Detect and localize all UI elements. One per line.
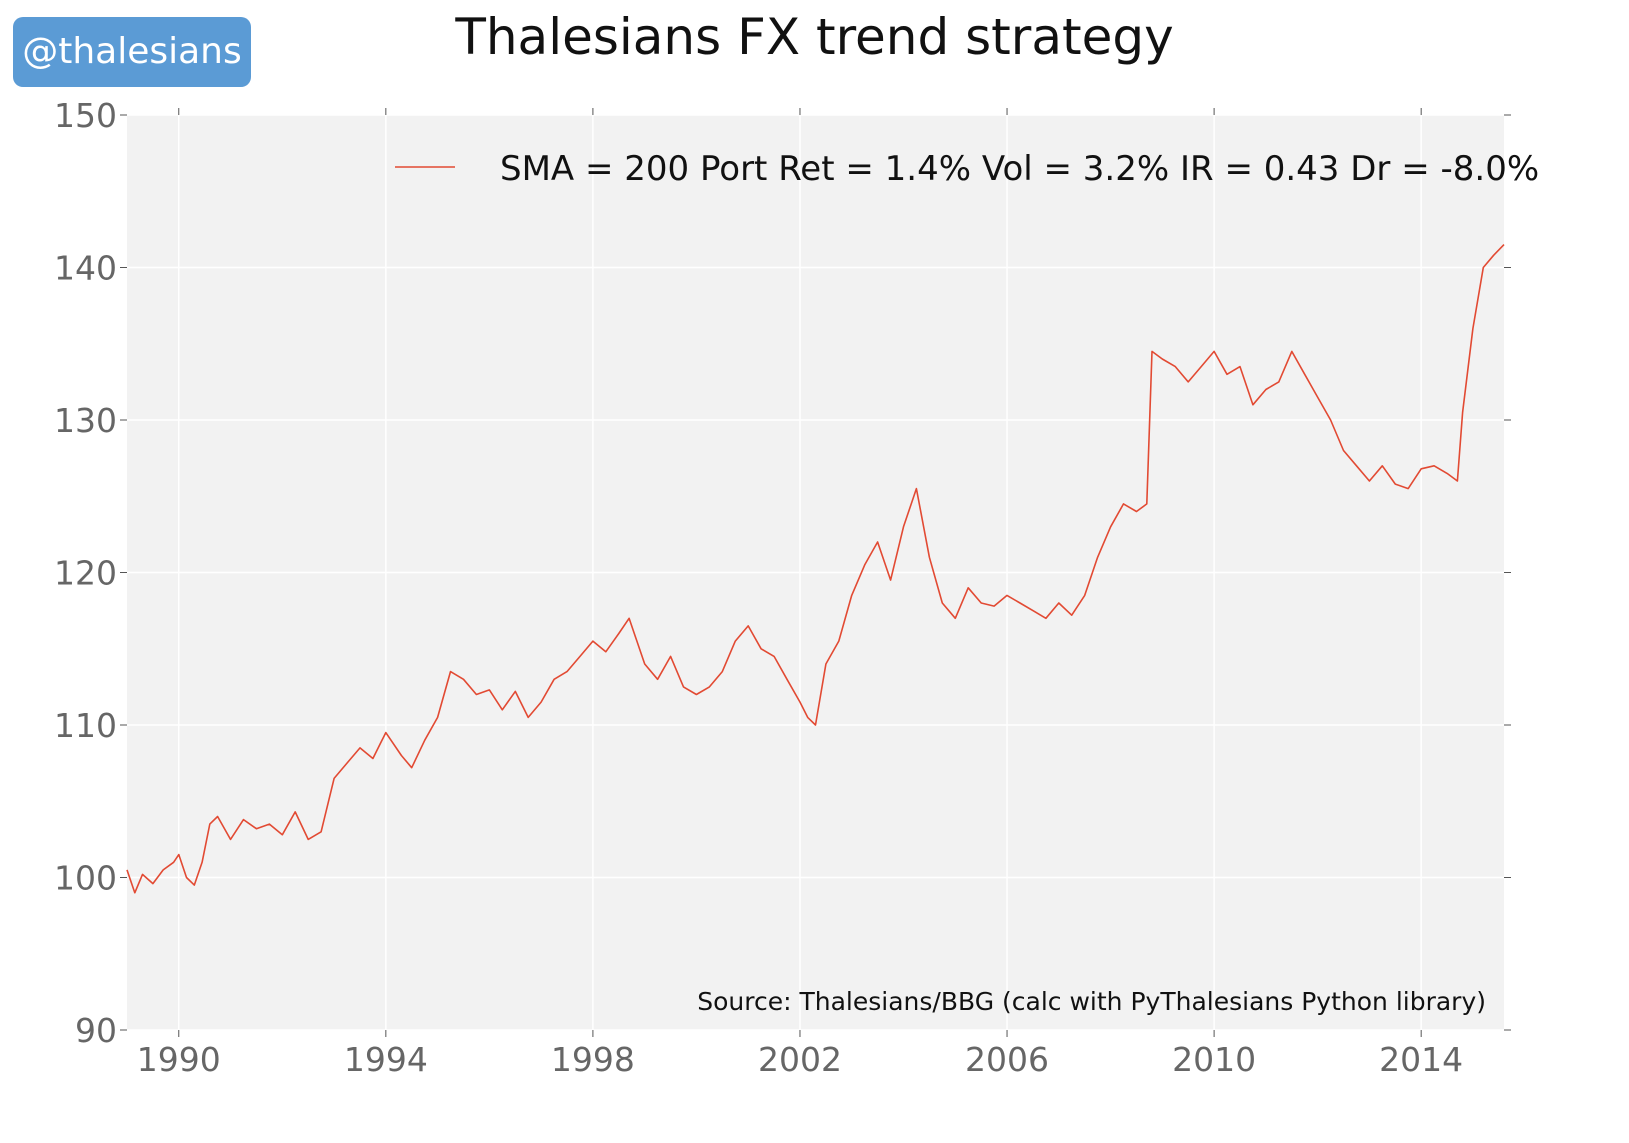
x-tick-label: 1994 bbox=[344, 1040, 428, 1079]
x-tick-label: 1998 bbox=[551, 1040, 635, 1079]
x-tick-label: 1990 bbox=[137, 1040, 221, 1079]
y-tick-label: 100 bbox=[54, 859, 117, 898]
x-tick-label: 2014 bbox=[1379, 1040, 1463, 1079]
x-tick-label: 2002 bbox=[758, 1040, 842, 1079]
y-tick-label: 130 bbox=[54, 401, 117, 440]
y-tick-label: 120 bbox=[54, 554, 117, 593]
thalesians-badge: @thalesians bbox=[13, 17, 251, 87]
y-tick-label: 140 bbox=[54, 249, 117, 288]
series-layer bbox=[126, 244, 1505, 894]
y-tick-label: 150 bbox=[54, 96, 117, 135]
y-tick-label: 90 bbox=[75, 1011, 117, 1050]
series-line bbox=[126, 244, 1505, 894]
y-tick-label: 110 bbox=[54, 706, 117, 745]
source-annotation: Source: Thalesians/BBG (calc with PyThal… bbox=[697, 987, 1486, 1016]
x-tick-label: 2006 bbox=[965, 1040, 1049, 1079]
legend-entry-label: SMA = 200 Port Ret = 1.4% Vol = 3.2% IR … bbox=[500, 149, 1539, 189]
grid-lines bbox=[127, 114, 1504, 1031]
chart-title: Thalesians FX trend strategy bbox=[455, 8, 1174, 66]
axis-ticks: 1990 1994 1998 2002 2006 2010 2014 90 100 110 120 1… bbox=[54, 96, 1511, 1079]
x-tick-label: 2010 bbox=[1172, 1040, 1256, 1079]
legend: SMA = 200 Port Ret = 1.4% Vol = 3.2% IR … bbox=[395, 149, 1539, 189]
